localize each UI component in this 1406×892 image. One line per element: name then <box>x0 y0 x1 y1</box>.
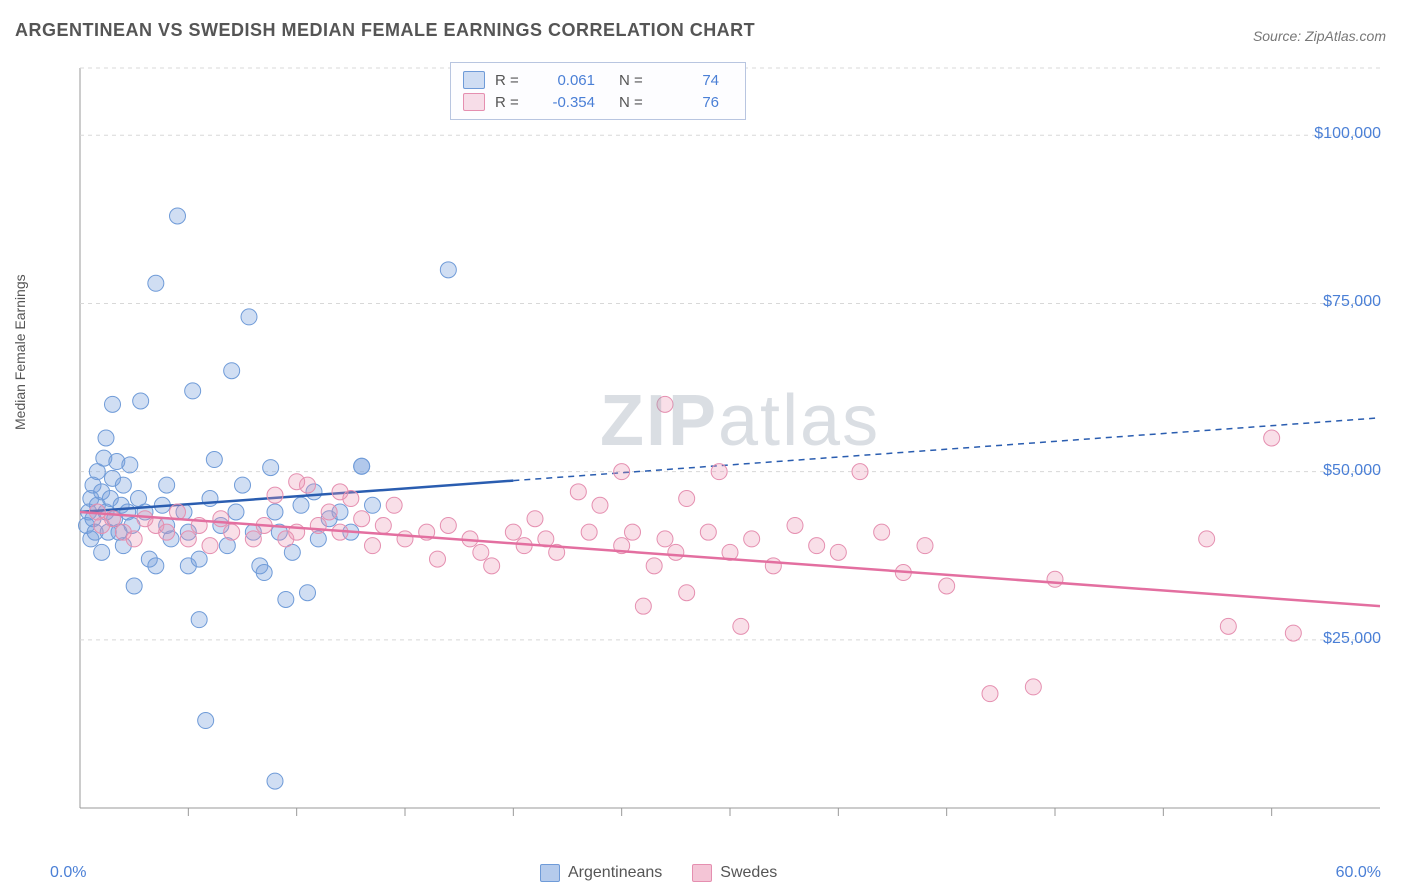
correlation-legend: R = 0.061 N = 74 R = -0.354 N = 76 <box>450 62 746 120</box>
legend-n-label: N = <box>619 72 649 89</box>
y-tick-label: $75,000 <box>1323 293 1381 311</box>
x-tick-max: 60.0% <box>1336 864 1381 882</box>
legend-swatch <box>463 71 485 89</box>
legend-r-label: R = <box>495 72 525 89</box>
legend-label: Swedes <box>720 864 777 882</box>
legend-row: R = 0.061 N = 74 <box>463 69 733 91</box>
legend-r-value: 0.061 <box>535 72 595 89</box>
y-axis-label: Median Female Earnings <box>12 274 28 430</box>
legend-label: Argentineans <box>568 864 662 882</box>
legend-n-label: N = <box>619 94 649 111</box>
y-tick-label: $50,000 <box>1323 462 1381 480</box>
legend-n-value: 74 <box>659 72 719 89</box>
x-tick-min: 0.0% <box>50 864 86 882</box>
legend-r-value: -0.354 <box>535 94 595 111</box>
legend-item: Argentineans <box>540 864 662 882</box>
source-attribution: Source: ZipAtlas.com <box>1253 28 1386 44</box>
scatter-chart <box>40 60 1380 830</box>
legend-r-label: R = <box>495 94 525 111</box>
y-tick-label: $100,000 <box>1314 125 1381 143</box>
legend-swatch <box>463 93 485 111</box>
chart-title: ARGENTINEAN VS SWEDISH MEDIAN FEMALE EAR… <box>15 20 755 41</box>
legend-row: R = -0.354 N = 76 <box>463 91 733 113</box>
legend-swatch <box>540 864 560 882</box>
source-label: Source: <box>1253 28 1301 44</box>
source-name: ZipAtlas.com <box>1305 28 1386 44</box>
y-tick-label: $25,000 <box>1323 630 1381 648</box>
series-legend: Argentineans Swedes <box>540 864 777 882</box>
chart-svg <box>40 60 1380 830</box>
legend-item: Swedes <box>692 864 777 882</box>
legend-n-value: 76 <box>659 94 719 111</box>
legend-swatch <box>692 864 712 882</box>
